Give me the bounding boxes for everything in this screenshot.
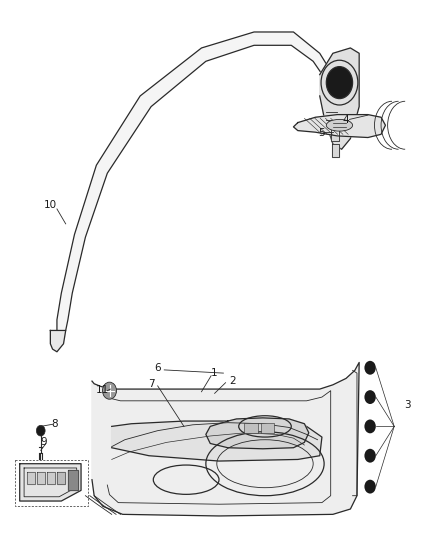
Polygon shape <box>320 48 359 149</box>
Circle shape <box>364 419 376 433</box>
Circle shape <box>102 382 117 399</box>
Text: 7: 7 <box>148 379 155 389</box>
Polygon shape <box>27 472 35 484</box>
Polygon shape <box>112 421 322 461</box>
Polygon shape <box>47 472 55 484</box>
Text: 8: 8 <box>51 419 58 429</box>
Bar <box>244 423 258 433</box>
Polygon shape <box>92 362 359 516</box>
Polygon shape <box>37 472 45 484</box>
Text: 9: 9 <box>40 438 47 447</box>
Text: 6: 6 <box>154 363 161 373</box>
Polygon shape <box>331 125 339 141</box>
Polygon shape <box>332 144 339 157</box>
Text: 10: 10 <box>44 200 57 210</box>
Circle shape <box>364 449 376 463</box>
Circle shape <box>36 425 45 436</box>
Text: 4: 4 <box>343 115 350 125</box>
Bar <box>261 423 274 433</box>
Polygon shape <box>68 470 78 490</box>
Circle shape <box>326 67 353 99</box>
Ellipse shape <box>326 119 353 131</box>
Text: 3: 3 <box>404 400 411 410</box>
Circle shape <box>364 361 376 375</box>
Text: 1: 1 <box>211 368 218 378</box>
Polygon shape <box>57 472 65 484</box>
Text: 2: 2 <box>229 376 236 386</box>
Polygon shape <box>50 330 66 352</box>
Text: 11: 11 <box>96 385 110 395</box>
Polygon shape <box>206 418 309 449</box>
Circle shape <box>364 480 376 494</box>
Text: 5: 5 <box>318 128 325 138</box>
Polygon shape <box>20 464 81 501</box>
Circle shape <box>364 390 376 404</box>
Polygon shape <box>57 32 333 330</box>
Polygon shape <box>293 115 385 138</box>
